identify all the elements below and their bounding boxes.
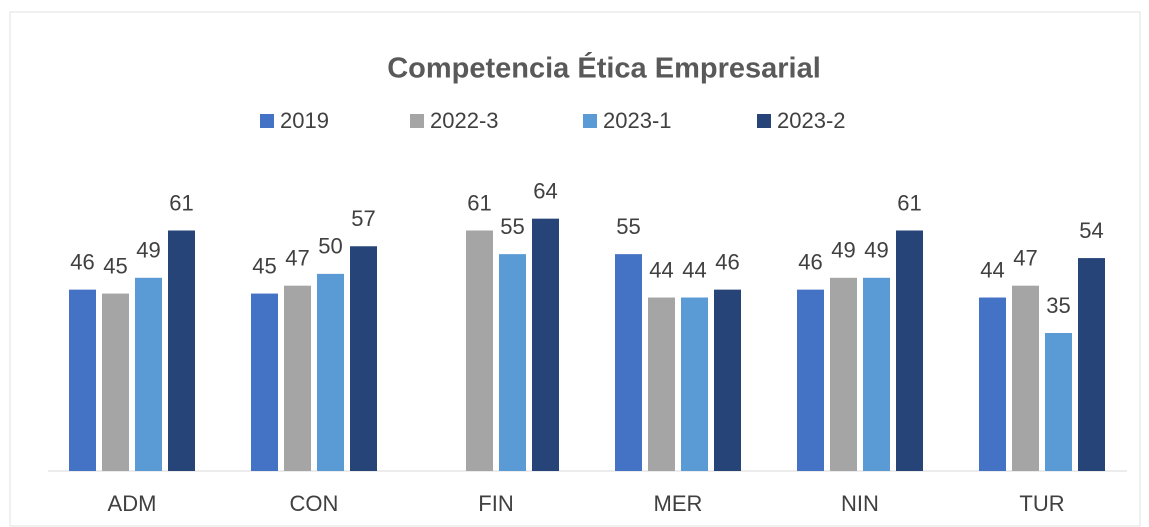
data-label: 45	[103, 253, 127, 278]
x-tick-label: MER	[654, 491, 703, 516]
bar	[284, 285, 311, 471]
x-tick-label: ADM	[108, 491, 157, 516]
legend-swatch	[757, 114, 771, 128]
chart-border	[9, 11, 1141, 527]
bar	[317, 273, 344, 471]
x-tick-label: CON	[290, 491, 339, 516]
data-label: 61	[467, 190, 491, 215]
data-label: 47	[1013, 245, 1037, 270]
bar	[135, 277, 162, 471]
data-label: 55	[500, 214, 524, 239]
bar	[1078, 258, 1105, 471]
x-tick-label: FIN	[478, 491, 513, 516]
bar	[251, 293, 278, 471]
bar	[168, 230, 195, 471]
bar	[350, 246, 377, 471]
legend-label: 2022-3	[430, 108, 499, 133]
data-label: 55	[616, 214, 640, 239]
bar	[102, 293, 129, 471]
bar	[1012, 285, 1039, 471]
bar	[797, 289, 824, 471]
data-label: 44	[682, 257, 706, 282]
data-label: 44	[980, 257, 1004, 282]
bar	[69, 289, 96, 471]
bar	[466, 230, 493, 471]
legend-swatch	[583, 114, 597, 128]
data-label: 47	[285, 245, 309, 270]
data-label: 64	[533, 178, 557, 203]
bar	[830, 277, 857, 471]
data-label: 35	[1046, 293, 1070, 318]
legend-label: 2023-1	[603, 108, 672, 133]
data-label: 46	[715, 249, 739, 274]
data-label: 49	[864, 238, 888, 263]
data-label: 57	[351, 206, 375, 231]
bar	[1045, 333, 1072, 471]
legend-swatch	[260, 114, 274, 128]
data-label: 61	[169, 190, 193, 215]
bar	[863, 277, 890, 471]
data-label: 49	[831, 238, 855, 263]
data-label: 45	[252, 253, 276, 278]
bar	[532, 218, 559, 471]
bar	[681, 297, 708, 471]
bar	[714, 289, 741, 471]
data-label: 46	[70, 249, 94, 274]
legend-label: 2019	[280, 108, 329, 133]
legend-swatch	[410, 114, 424, 128]
bar	[499, 254, 526, 471]
data-label: 50	[318, 234, 342, 259]
data-label: 46	[798, 249, 822, 274]
data-label: 61	[897, 190, 921, 215]
chart-title: Competencia Ética Empresarial	[387, 51, 821, 85]
x-tick-label: TUR	[1019, 491, 1064, 516]
x-tick-label: NIN	[841, 491, 879, 516]
data-label: 49	[136, 238, 160, 263]
data-label: 54	[1079, 218, 1103, 243]
bar	[648, 297, 675, 471]
bar	[896, 230, 923, 471]
bar	[979, 297, 1006, 471]
bar	[615, 254, 642, 471]
data-label: 44	[649, 257, 673, 282]
legend-label: 2023-2	[777, 108, 846, 133]
